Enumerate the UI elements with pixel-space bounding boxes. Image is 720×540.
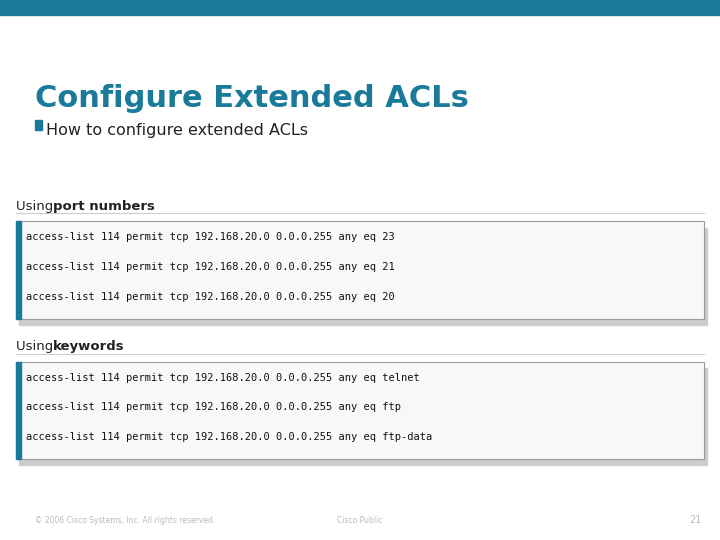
Bar [16,221,704,319]
Text: access-list 114 permit tcp 192.168.20.0 0.0.0.255 any eq ftp-data: access-list 114 permit tcp 192.168.20.0 … [26,432,432,442]
Text: access-list 114 permit tcp 192.168.20.0 0.0.0.255 any eq 21: access-list 114 permit tcp 192.168.20.0 … [26,262,395,272]
Text: Configure Extended ACLs: Configure Extended ACLs [35,84,469,113]
Text: access-list 114 permit tcp 192.168.20.0 0.0.0.255 any eq telnet: access-list 114 permit tcp 192.168.20.0 … [26,373,420,383]
Bar [0,0,720,15]
Text: Using: Using [16,340,58,353]
Text: port numbers: port numbers [53,200,155,213]
Text: Using: Using [16,200,58,213]
Bar [35,120,42,130]
Text: How to configure extended ACLs: How to configure extended ACLs [46,123,308,138]
Bar [19,368,707,465]
Text: © 2006 Cisco Systems, Inc. All rights reserved.: © 2006 Cisco Systems, Inc. All rights re… [35,516,215,525]
Bar [19,228,707,325]
Text: keywords: keywords [53,340,125,353]
Text: access-list 114 permit tcp 192.168.20.0 0.0.0.255 any eq ftp: access-list 114 permit tcp 192.168.20.0 … [26,402,401,413]
Text: access-list 114 permit tcp 192.168.20.0 0.0.0.255 any eq 20: access-list 114 permit tcp 192.168.20.0 … [26,292,395,302]
Bar [16,362,21,459]
Text: Cisco Public: Cisco Public [337,516,383,525]
Text: 21: 21 [689,515,701,525]
Bar [16,221,21,319]
Text: access-list 114 permit tcp 192.168.20.0 0.0.0.255 any eq 23: access-list 114 permit tcp 192.168.20.0 … [26,232,395,242]
Bar [16,362,704,459]
